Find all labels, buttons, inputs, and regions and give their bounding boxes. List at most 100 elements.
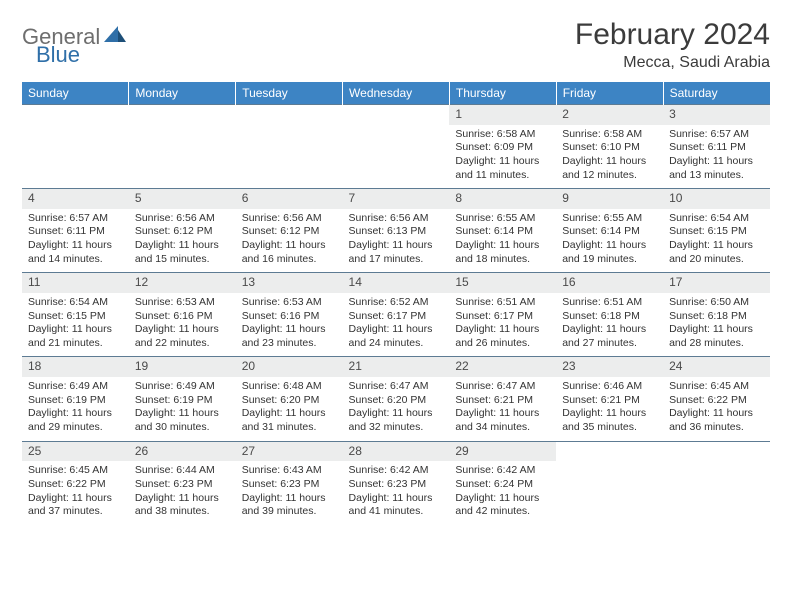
title-block: February 2024 Mecca, Saudi Arabia — [575, 18, 770, 72]
day-number — [129, 105, 236, 125]
sunrise-text: Sunrise: 6:44 AM — [135, 464, 230, 478]
sunrise-text: Sunrise: 6:49 AM — [135, 380, 230, 394]
day-cell — [343, 125, 450, 189]
day-number — [236, 105, 343, 125]
day-number: 12 — [129, 273, 236, 293]
sunset-text: Sunset: 6:17 PM — [455, 310, 550, 324]
day-cell: Sunrise: 6:55 AMSunset: 6:14 PMDaylight:… — [449, 209, 556, 273]
daylight-text: Daylight: 11 hours and 39 minutes. — [242, 492, 337, 519]
calendar-table: SundayMondayTuesdayWednesdayThursdayFrid… — [22, 82, 770, 525]
day-cell: Sunrise: 6:51 AMSunset: 6:17 PMDaylight:… — [449, 293, 556, 357]
sunset-text: Sunset: 6:14 PM — [562, 225, 657, 239]
daylight-text: Daylight: 11 hours and 35 minutes. — [562, 407, 657, 434]
sunset-text: Sunset: 6:17 PM — [349, 310, 444, 324]
day-cell — [556, 461, 663, 525]
day-cell: Sunrise: 6:44 AMSunset: 6:23 PMDaylight:… — [129, 461, 236, 525]
day-cell — [129, 125, 236, 189]
sunset-text: Sunset: 6:14 PM — [455, 225, 550, 239]
sunset-text: Sunset: 6:16 PM — [242, 310, 337, 324]
day-cell: Sunrise: 6:58 AMSunset: 6:10 PMDaylight:… — [556, 125, 663, 189]
sunset-text: Sunset: 6:12 PM — [135, 225, 230, 239]
day-header: Wednesday — [343, 82, 450, 105]
day-cell: Sunrise: 6:47 AMSunset: 6:21 PMDaylight:… — [449, 377, 556, 441]
day-cell: Sunrise: 6:45 AMSunset: 6:22 PMDaylight:… — [663, 377, 770, 441]
sunset-text: Sunset: 6:22 PM — [28, 478, 123, 492]
calendar-body: 12 3 Sunrise: 6:58 AMSunset: 6:09 PMDaylig… — [22, 105, 770, 526]
daylight-text: Daylight: 11 hours and 38 minutes. — [135, 492, 230, 519]
day-number: 18 — [22, 357, 129, 377]
sunset-text: Sunset: 6:18 PM — [669, 310, 764, 324]
sunrise-text: Sunrise: 6:47 AM — [349, 380, 444, 394]
sunrise-text: Sunrise: 6:50 AM — [669, 296, 764, 310]
day-cell: Sunrise: 6:42 AMSunset: 6:24 PMDaylight:… — [449, 461, 556, 525]
day-number: 16 — [556, 273, 663, 293]
sunset-text: Sunset: 6:24 PM — [455, 478, 550, 492]
daybody-row: Sunrise: 6:57 AMSunset: 6:11 PMDaylight:… — [22, 209, 770, 273]
day-number: 13 — [236, 273, 343, 293]
sunset-text: Sunset: 6:22 PM — [669, 394, 764, 408]
sunset-text: Sunset: 6:13 PM — [349, 225, 444, 239]
daylight-text: Daylight: 11 hours and 37 minutes. — [28, 492, 123, 519]
day-number: 7 — [343, 189, 450, 209]
day-cell: Sunrise: 6:57 AMSunset: 6:11 PMDaylight:… — [22, 209, 129, 273]
sunrise-text: Sunrise: 6:56 AM — [349, 212, 444, 226]
month-title: February 2024 — [575, 18, 770, 52]
sunrise-text: Sunrise: 6:51 AM — [455, 296, 550, 310]
daylight-text: Daylight: 11 hours and 17 minutes. — [349, 239, 444, 266]
day-header: Thursday — [449, 82, 556, 105]
daylight-text: Daylight: 11 hours and 34 minutes. — [455, 407, 550, 434]
day-number: 19 — [129, 357, 236, 377]
day-number: 8 — [449, 189, 556, 209]
daylight-text: Daylight: 11 hours and 31 minutes. — [242, 407, 337, 434]
sunset-text: Sunset: 6:23 PM — [242, 478, 337, 492]
sunset-text: Sunset: 6:19 PM — [28, 394, 123, 408]
daylight-text: Daylight: 11 hours and 16 minutes. — [242, 239, 337, 266]
sunrise-text: Sunrise: 6:47 AM — [455, 380, 550, 394]
day-header: Sunday — [22, 82, 129, 105]
daylight-text: Daylight: 11 hours and 18 minutes. — [455, 239, 550, 266]
day-header: Saturday — [663, 82, 770, 105]
day-number: 14 — [343, 273, 450, 293]
day-cell: Sunrise: 6:42 AMSunset: 6:23 PMDaylight:… — [343, 461, 450, 525]
day-number: 10 — [663, 189, 770, 209]
day-cell — [236, 125, 343, 189]
day-number: 3 — [663, 105, 770, 125]
day-cell: Sunrise: 6:50 AMSunset: 6:18 PMDaylight:… — [663, 293, 770, 357]
day-header: Monday — [129, 82, 236, 105]
day-cell: Sunrise: 6:56 AMSunset: 6:12 PMDaylight:… — [129, 209, 236, 273]
sunset-text: Sunset: 6:15 PM — [28, 310, 123, 324]
day-cell: Sunrise: 6:57 AMSunset: 6:11 PMDaylight:… — [663, 125, 770, 189]
sunrise-text: Sunrise: 6:58 AM — [455, 128, 550, 142]
sunrise-text: Sunrise: 6:53 AM — [135, 296, 230, 310]
day-number: 5 — [129, 189, 236, 209]
daynum-row: 45678910 — [22, 189, 770, 209]
logo-blue: Blue — [36, 42, 80, 68]
day-number: 24 — [663, 357, 770, 377]
daylight-text: Daylight: 11 hours and 21 minutes. — [28, 323, 123, 350]
daylight-text: Daylight: 11 hours and 11 minutes. — [455, 155, 550, 182]
day-cell: Sunrise: 6:45 AMSunset: 6:22 PMDaylight:… — [22, 461, 129, 525]
day-cell: Sunrise: 6:47 AMSunset: 6:20 PMDaylight:… — [343, 377, 450, 441]
day-cell: Sunrise: 6:51 AMSunset: 6:18 PMDaylight:… — [556, 293, 663, 357]
day-number: 21 — [343, 357, 450, 377]
daylight-text: Daylight: 11 hours and 19 minutes. — [562, 239, 657, 266]
daylight-text: Daylight: 11 hours and 41 minutes. — [349, 492, 444, 519]
sunset-text: Sunset: 6:23 PM — [349, 478, 444, 492]
sunrise-text: Sunrise: 6:42 AM — [455, 464, 550, 478]
daybody-row: Sunrise: 6:49 AMSunset: 6:19 PMDaylight:… — [22, 377, 770, 441]
sunrise-text: Sunrise: 6:55 AM — [562, 212, 657, 226]
sunrise-text: Sunrise: 6:54 AM — [669, 212, 764, 226]
day-number: 4 — [22, 189, 129, 209]
daylight-text: Daylight: 11 hours and 30 minutes. — [135, 407, 230, 434]
day-cell: Sunrise: 6:58 AMSunset: 6:09 PMDaylight:… — [449, 125, 556, 189]
day-cell: Sunrise: 6:53 AMSunset: 6:16 PMDaylight:… — [236, 293, 343, 357]
daylight-text: Daylight: 11 hours and 29 minutes. — [28, 407, 123, 434]
sunrise-text: Sunrise: 6:45 AM — [669, 380, 764, 394]
day-cell: Sunrise: 6:49 AMSunset: 6:19 PMDaylight:… — [22, 377, 129, 441]
sunrise-text: Sunrise: 6:45 AM — [28, 464, 123, 478]
daybody-row: Sunrise: 6:54 AMSunset: 6:15 PMDaylight:… — [22, 293, 770, 357]
daylight-text: Daylight: 11 hours and 27 minutes. — [562, 323, 657, 350]
daylight-text: Daylight: 11 hours and 20 minutes. — [669, 239, 764, 266]
sunrise-text: Sunrise: 6:54 AM — [28, 296, 123, 310]
day-cell: Sunrise: 6:56 AMSunset: 6:13 PMDaylight:… — [343, 209, 450, 273]
